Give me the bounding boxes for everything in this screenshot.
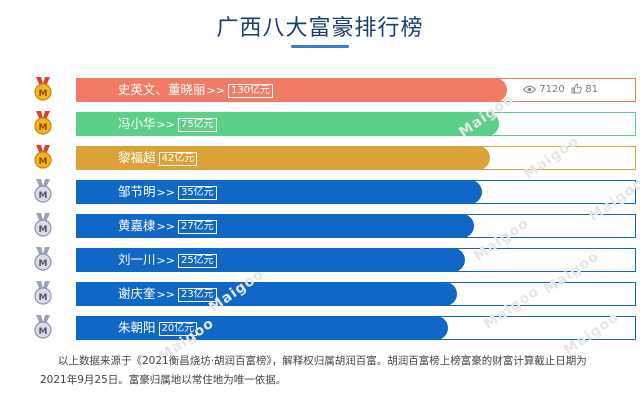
bronze-medal-icon: M	[32, 144, 54, 170]
medal-icon: M	[32, 314, 54, 340]
rank-row[interactable]: M 08 朱朝阳 20亿元	[30, 314, 636, 342]
double-arrow-icon: >>	[206, 84, 225, 97]
person-name-link[interactable]: 刘一川>> 25亿元	[118, 248, 217, 272]
rank-number: 05	[84, 219, 101, 233]
rank-bar-fill	[76, 316, 448, 340]
medal-icon: M	[32, 178, 54, 204]
medal-icon: M	[32, 280, 54, 306]
rank-row[interactable]: M 05 黄嘉棣>> 27亿元	[30, 212, 636, 240]
rank-number: 01	[84, 83, 101, 97]
rank-list: M 01 史英文、董晓丽>> 130亿元 7120 81 M 02 冯小华>> 75亿元 M 03…	[30, 76, 640, 365]
wealth-badge: 23亿元	[177, 288, 217, 302]
person-name: 谢庆奎	[118, 286, 156, 301]
double-arrow-icon: >>	[156, 288, 175, 301]
person-name-link[interactable]: 邹节明>> 35亿元	[118, 180, 217, 204]
eye-icon	[522, 85, 537, 94]
rank-row[interactable]: M 07 谢庆奎>> 23亿元	[30, 280, 636, 308]
rank-bar-fill	[76, 214, 474, 238]
svg-text:M: M	[39, 259, 48, 269]
person-name-link[interactable]: 史英文、董晓丽>> 130亿元	[118, 78, 274, 102]
rank-row[interactable]: M 04 邹节明>> 35亿元	[30, 178, 636, 206]
rank-number: 04	[84, 185, 101, 199]
rank-number: 07	[84, 287, 101, 301]
page-title: 广西八大富豪排行榜	[216, 16, 424, 41]
rank-bar-fill	[76, 112, 499, 136]
svg-text:M: M	[39, 123, 48, 133]
row-stats: 7120 81	[522, 78, 598, 102]
rank-number: 03	[84, 151, 101, 165]
double-arrow-icon: >>	[156, 118, 175, 131]
svg-text:M: M	[39, 157, 48, 167]
rank-bar-fill	[76, 180, 482, 204]
medal-icon: M	[32, 212, 54, 238]
wealth-badge: 35亿元	[177, 186, 217, 200]
svg-text:M: M	[39, 327, 48, 337]
person-name: 朱朝阳	[118, 320, 156, 335]
wealth-badge: 42亿元	[158, 152, 198, 166]
wealth-badge: 27亿元	[177, 220, 217, 234]
svg-text:M: M	[39, 89, 48, 99]
rank-number: 06	[84, 253, 101, 267]
rank-bar-fill	[76, 248, 465, 272]
person-name-link[interactable]: 冯小华>> 75亿元	[118, 112, 217, 136]
view-count: 7120	[539, 84, 565, 95]
wealth-badge: 20亿元	[158, 322, 198, 336]
person-name-link[interactable]: 朱朝阳 20亿元	[118, 316, 198, 340]
rank-number: 02	[84, 117, 101, 131]
medal-icon: M	[32, 246, 54, 272]
wealth-badge: 75亿元	[177, 118, 217, 132]
double-arrow-icon: >>	[156, 186, 175, 199]
person-name: 黄嘉棣	[118, 218, 156, 233]
wealth-badge: 25亿元	[177, 254, 217, 268]
person-name: 冯小华	[118, 116, 156, 131]
svg-text:M: M	[39, 225, 48, 235]
rank-number: 08	[84, 321, 101, 335]
svg-text:M: M	[39, 293, 48, 303]
rank-row[interactable]: M 01 史英文、董晓丽>> 130亿元 7120 81	[30, 76, 636, 104]
person-name: 史英文、董晓丽	[118, 82, 206, 97]
wealth-badge: 130亿元	[227, 84, 274, 98]
silver-medal-icon: M	[32, 110, 54, 136]
rank-bar-fill	[76, 146, 490, 170]
person-name-link[interactable]: 谢庆奎>> 23亿元	[118, 282, 217, 306]
like-count: 81	[585, 84, 598, 95]
rank-row[interactable]: M 02 冯小华>> 75亿元	[30, 110, 636, 138]
person-name: 黎福超	[118, 150, 156, 165]
person-name: 刘一川	[118, 252, 156, 267]
rank-row[interactable]: M 03 黎福超 42亿元	[30, 144, 636, 172]
rank-bar-fill	[76, 78, 507, 102]
footnote: 以上数据来源于《2021衡昌烧坊·胡润百富榜》，解释权归属胡润百富。胡润百富榜上…	[40, 355, 587, 386]
title-underline	[291, 45, 349, 48]
thumbs-up-icon[interactable]	[571, 83, 582, 94]
rank-bar-fill	[76, 282, 457, 306]
person-name: 邹节明	[118, 184, 156, 199]
person-name-link[interactable]: 黎福超 42亿元	[118, 146, 198, 170]
rank-row[interactable]: M 06 刘一川>> 25亿元	[30, 246, 636, 274]
person-name-link[interactable]: 黄嘉棣>> 27亿元	[118, 214, 217, 238]
gold-medal-icon: M	[32, 76, 54, 102]
double-arrow-icon: >>	[156, 254, 175, 267]
svg-text:M: M	[39, 191, 48, 201]
double-arrow-icon: >>	[156, 220, 175, 233]
